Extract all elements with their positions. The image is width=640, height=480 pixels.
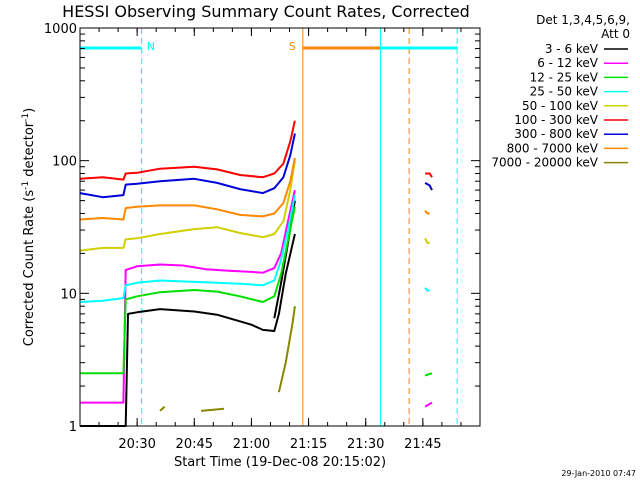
series-line-2-1 (424, 372, 433, 377)
legend-header-0: Det 1,3,4,5,6,9, (536, 13, 630, 27)
y-axis-label: Corrected Count Rate (s-1 detector-1) (21, 108, 37, 346)
series-line-8-2 (277, 306, 296, 393)
legend-label-4: 50 - 100 keV (522, 99, 599, 113)
x-tick-label-0: 20:30 (118, 437, 155, 452)
x-tick-label-2: 21:00 (233, 437, 270, 452)
x-axis: 20:30 20:45 21:00 21:15 21:30 21:45 (79, 28, 481, 452)
legend-label-5: 100 - 300 keV (514, 113, 598, 127)
legend-label-6: 300 - 800 keV (514, 127, 598, 141)
series-line-2-0 (80, 206, 296, 375)
series-line-5-0 (79, 120, 296, 181)
y-axis: 1 10 100 1000 (44, 22, 480, 435)
series-line-0-0 (80, 233, 296, 427)
legend-header-1: Att 0 (601, 27, 630, 41)
series-line-7-0 (79, 157, 296, 221)
legend-label-8: 7000 - 20000 keV (491, 156, 598, 170)
legend-label-1: 6 - 12 keV (537, 56, 599, 70)
x-tick-label-5: 21:45 (404, 437, 441, 452)
series-line-3-0 (79, 194, 296, 303)
y-tick-label-2: 100 (52, 155, 77, 170)
series-line-8-0 (159, 405, 166, 412)
series-line-8-1 (201, 407, 225, 412)
state-label-0: N (147, 40, 155, 53)
series-line-3-1 (424, 287, 430, 292)
x-tick-label-3: 21:15 (290, 437, 327, 452)
plot-frame (79, 27, 481, 427)
legend-label-2: 12 - 25 keV (530, 70, 599, 84)
y-tick-label-1: 10 (60, 287, 77, 302)
series-line-4-1 (424, 237, 430, 244)
x-axis-label: Start Time (19-Dec-08 20:15:02) (174, 455, 386, 470)
legend-label-3: 25 - 50 keV (530, 85, 599, 99)
series-line-6-1 (424, 182, 433, 191)
legend-label-0: 3 - 6 keV (545, 42, 599, 56)
series-line-1-0 (80, 189, 296, 404)
series-line-6-0 (79, 133, 296, 199)
series-line-1-1 (424, 401, 433, 408)
y-tick-label-3: 1000 (44, 22, 77, 37)
timestamp: 29-Jan-2010 07:47 (561, 469, 636, 478)
chart-title: HESSI Observing Summary Count Rates, Cor… (62, 2, 470, 21)
legend-label-7: 800 - 7000 keV (507, 141, 599, 155)
x-tick-label-4: 21:30 (347, 437, 384, 452)
y-tick-label-0: 1 (69, 420, 77, 435)
series-line-4-0 (79, 160, 296, 252)
series-line-7-1 (424, 209, 430, 215)
state-label-1: S (289, 40, 296, 53)
x-tick-label-1: 20:45 (176, 437, 213, 452)
series-line-5-1 (425, 172, 433, 178)
